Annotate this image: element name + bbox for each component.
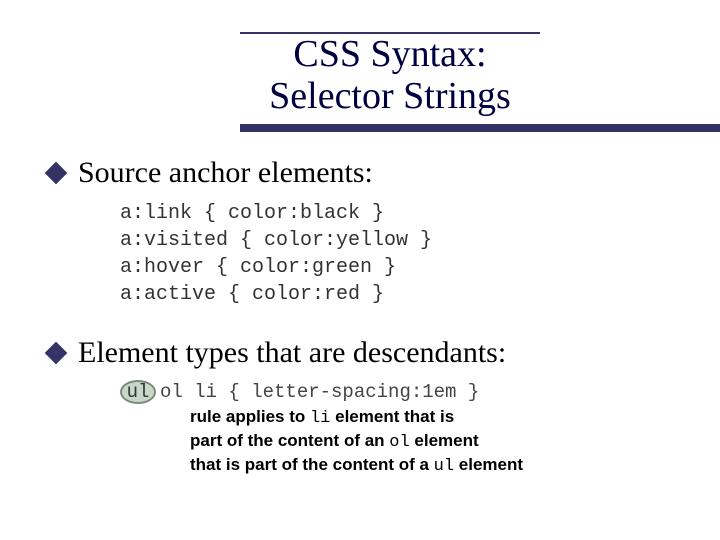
bullet-1: Source anchor elements: bbox=[40, 156, 680, 190]
descendant-code-row: ul ol li { letter-spacing:1em } bbox=[120, 380, 680, 404]
code-line: a:active { color:red } bbox=[120, 281, 680, 308]
code-line: a:visited { color:yellow } bbox=[120, 227, 680, 254]
caption-line-2: part of the content of an ol element bbox=[190, 430, 680, 454]
descendant-code-rest: ol li { letter-spacing:1em } bbox=[160, 381, 479, 403]
descendant-block: ul ol li { letter-spacing:1em } rule app… bbox=[120, 380, 680, 478]
bullet-1-text: Source anchor elements: bbox=[78, 156, 373, 190]
bullet-2: Element types that are descendants: bbox=[40, 336, 680, 370]
caption-line-3: that is part of the content of a ul elem… bbox=[190, 454, 680, 478]
code-line: a:link { color:black } bbox=[120, 200, 680, 227]
bullet-2-text: Element types that are descendants: bbox=[78, 336, 506, 370]
title-line-2: Selector Strings bbox=[220, 76, 560, 118]
diamond-icon bbox=[45, 341, 68, 364]
slide: CSS Syntax: Selector Strings Source anch… bbox=[0, 0, 720, 540]
caption-line-1: rule applies to li element that is bbox=[190, 406, 680, 430]
title-block: CSS Syntax: Selector Strings bbox=[220, 34, 680, 118]
title-line-1: CSS Syntax: bbox=[220, 34, 560, 76]
code-line: a:hover { color:green } bbox=[120, 254, 680, 281]
highlight-oval: ul bbox=[120, 380, 156, 404]
title-rule-thick bbox=[240, 124, 720, 132]
caption: rule applies to li element that is part … bbox=[190, 406, 680, 478]
code-block-1: a:link { color:black } a:visited { color… bbox=[120, 200, 680, 308]
diamond-icon bbox=[45, 161, 68, 184]
